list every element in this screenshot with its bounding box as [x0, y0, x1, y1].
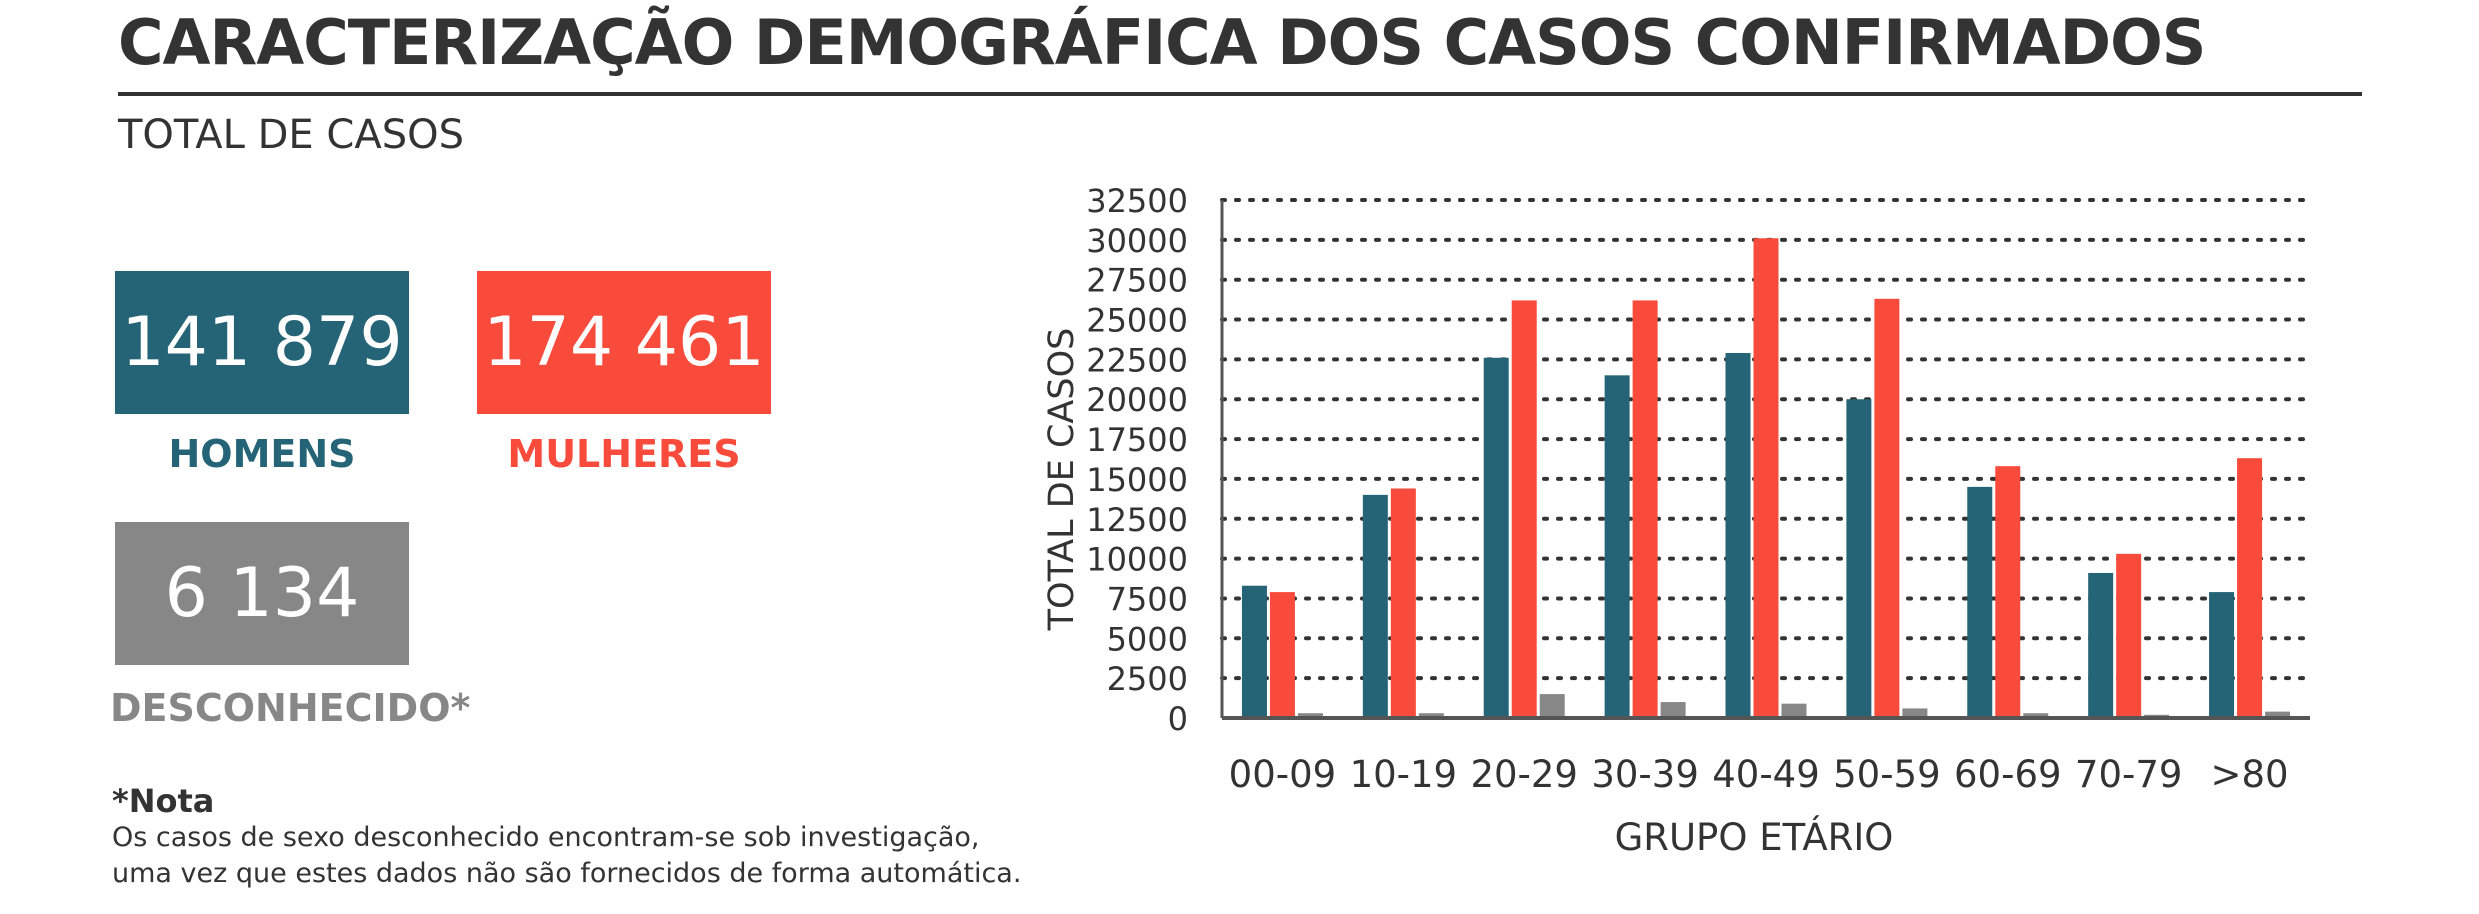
bar-50-59-s2 — [1874, 298, 1900, 718]
bar-40-49-s3 — [1781, 703, 1807, 718]
y-tick-label: 20000 — [1086, 381, 1188, 419]
note-line-1: Os casos de sexo desconhecido encontram-… — [112, 822, 980, 853]
bar-00-09-s1 — [1241, 585, 1267, 718]
x-tick-label: 00-09 — [1229, 753, 1337, 796]
bar->80-s2 — [2237, 458, 2263, 718]
bar-40-49-s1 — [1725, 353, 1751, 718]
bar->80-s3 — [2265, 711, 2291, 718]
y-tick-label: 27500 — [1086, 262, 1188, 300]
bar-70-79-s1 — [2088, 572, 2114, 718]
x-tick-label: 60-69 — [1954, 753, 2062, 796]
bar-00-09-s3 — [1297, 713, 1323, 718]
y-tick-label: 22500 — [1086, 341, 1188, 379]
unknown-label: DESCONHECIDO* — [110, 686, 471, 730]
men-total-box: 141 879 — [115, 271, 409, 414]
bar-10-19-s2 — [1390, 488, 1416, 718]
bar-30-39-s1 — [1604, 375, 1630, 718]
chart-bars — [1241, 238, 2291, 718]
y-tick-label: 25000 — [1086, 302, 1188, 340]
unknown-total-box: 6 134 — [115, 522, 409, 665]
y-tick-label: 15000 — [1086, 461, 1188, 499]
bar-10-19-s3 — [1418, 713, 1444, 718]
bar-10-19-s1 — [1362, 494, 1388, 718]
x-tick-label: 20-29 — [1470, 753, 1578, 796]
y-axis-label: TOTAL DE CASOS — [1042, 328, 1082, 632]
bar-30-39-s2 — [1632, 300, 1658, 718]
x-tick-label: >80 — [2211, 753, 2289, 796]
bar-50-59-s3 — [1902, 708, 1928, 718]
x-tick-label: 40-49 — [1712, 753, 1820, 796]
x-axis-ticks: 00-09 10-19 20-29 30-39 40-49 50-59 60-69 70-79… — [1229, 753, 2289, 796]
bar-60-69-s3 — [2023, 713, 2049, 718]
bar-00-09-s2 — [1269, 592, 1295, 718]
x-tick-label: 50-59 — [1833, 753, 1941, 796]
bar-20-29-s3 — [1539, 694, 1565, 718]
women-total-box: 174 461 — [477, 271, 771, 414]
women-label: MULHERES — [507, 432, 741, 476]
bar-60-69-s2 — [1995, 466, 2021, 718]
men-total-value: 141 879 — [121, 303, 403, 382]
bar->80-s1 — [2209, 592, 2235, 718]
y-tick-label: 5000 — [1107, 620, 1188, 658]
unknown-total-value: 6 134 — [164, 554, 360, 633]
bar-60-69-s1 — [1967, 486, 1993, 718]
y-tick-label: 10000 — [1086, 541, 1188, 579]
title-divider — [118, 92, 2362, 96]
page-title: CARACTERIZAÇÃO DEMOGRÁFICA DOS CASOS CON… — [118, 6, 2206, 79]
y-tick-label: 12500 — [1086, 501, 1188, 539]
women-total-value: 174 461 — [483, 303, 765, 382]
x-tick-label: 70-79 — [2075, 753, 2183, 796]
y-axis-ticks: 0250050007500100001250015000175002000022… — [1086, 182, 1188, 738]
y-tick-label: 0 — [1168, 700, 1188, 738]
y-tick-label: 17500 — [1086, 421, 1188, 459]
bar-70-79-s2 — [2116, 553, 2142, 718]
bar-20-29-s1 — [1483, 357, 1509, 718]
bar-20-29-s2 — [1511, 300, 1537, 718]
x-tick-label: 10-19 — [1350, 753, 1458, 796]
bar-50-59-s1 — [1846, 399, 1872, 718]
note-title: *Nota — [112, 782, 215, 820]
men-label: HOMENS — [168, 432, 356, 476]
x-axis-label: GRUPO ETÁRIO — [1615, 815, 1894, 859]
y-tick-label: 32500 — [1086, 182, 1188, 220]
y-tick-label: 7500 — [1107, 580, 1188, 618]
note-line-2: uma vez que estes dados não são fornecid… — [112, 858, 1022, 889]
y-tick-label: 30000 — [1086, 222, 1188, 260]
x-tick-label: 30-39 — [1591, 753, 1699, 796]
bar-30-39-s3 — [1660, 702, 1686, 718]
section-subtitle: TOTAL DE CASOS — [118, 112, 464, 158]
bar-40-49-s2 — [1753, 238, 1779, 718]
y-tick-label: 2500 — [1107, 660, 1188, 698]
